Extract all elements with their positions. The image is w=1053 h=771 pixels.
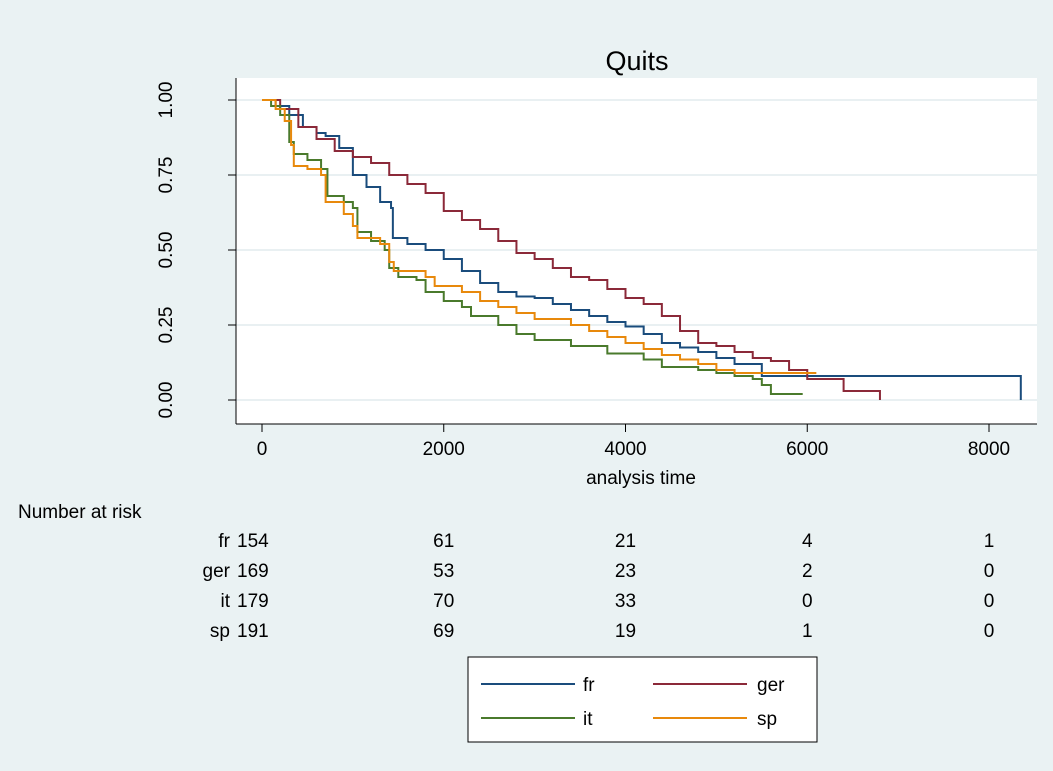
- y-tick-label: 0.00: [156, 382, 177, 419]
- risk-value: 61: [433, 531, 454, 552]
- series-lines: [262, 99, 1022, 400]
- risk-value: 0: [802, 591, 813, 612]
- risk-value: 1: [802, 621, 813, 642]
- y-tick-label: 1.00: [156, 82, 177, 119]
- y-tick-label: 0.50: [156, 232, 177, 269]
- risk-table-title: Number at risk: [18, 502, 142, 523]
- risk-value: 1: [984, 531, 995, 552]
- x-tick-label: 2000: [423, 439, 465, 460]
- legend-box: [467, 656, 818, 743]
- risk-value: 169: [237, 561, 269, 582]
- x-tick-label: 8000: [968, 439, 1010, 460]
- legend-label-sp: sp: [757, 709, 777, 730]
- risk-value: 69: [433, 621, 454, 642]
- legend: fr ger it sp: [467, 656, 818, 743]
- risk-row-label: it: [221, 591, 231, 612]
- risk-value: 23: [615, 561, 636, 582]
- risk-value: 19: [615, 621, 636, 642]
- risk-value: 53: [433, 561, 454, 582]
- plot-area: [236, 78, 1037, 424]
- x-tick-label: 6000: [786, 439, 828, 460]
- risk-row-label: sp: [210, 621, 230, 642]
- legend-label-it: it: [583, 709, 593, 730]
- y-tick-label: 0.75: [156, 157, 177, 194]
- risk-value: 21: [615, 531, 636, 552]
- risk-value: 179: [237, 591, 269, 612]
- legend-label-ger: ger: [757, 675, 785, 696]
- legend-label-fr: fr: [583, 675, 595, 696]
- series-line-fr: [262, 99, 1022, 400]
- series-line-sp: [262, 99, 817, 374]
- chart-title: Quits: [605, 46, 668, 76]
- risk-row-label: fr: [218, 531, 230, 552]
- risk-value: 2: [802, 561, 813, 582]
- risk-value: 191: [237, 621, 269, 642]
- risk-value: 0: [984, 591, 995, 612]
- grid-lines: [236, 99, 1037, 401]
- x-tick-label: 0: [257, 439, 268, 460]
- risk-value: 33: [615, 591, 636, 612]
- risk-value: 154: [237, 531, 269, 552]
- x-tick-label: 4000: [604, 439, 646, 460]
- series-line-ger: [262, 99, 881, 400]
- axes: 0.00 0.25 0.50 0.75 1.00 0 2000 4000 6000 8000: [156, 78, 1037, 460]
- risk-value: 4: [802, 531, 813, 552]
- x-axis-label: analysis time: [586, 468, 696, 489]
- risk-value: 0: [984, 621, 995, 642]
- risk-row-label: ger: [203, 561, 231, 582]
- y-tick-label: 0.25: [156, 307, 177, 344]
- series-line-it: [262, 99, 803, 395]
- risk-value: 70: [433, 591, 454, 612]
- risk-value: 0: [984, 561, 995, 582]
